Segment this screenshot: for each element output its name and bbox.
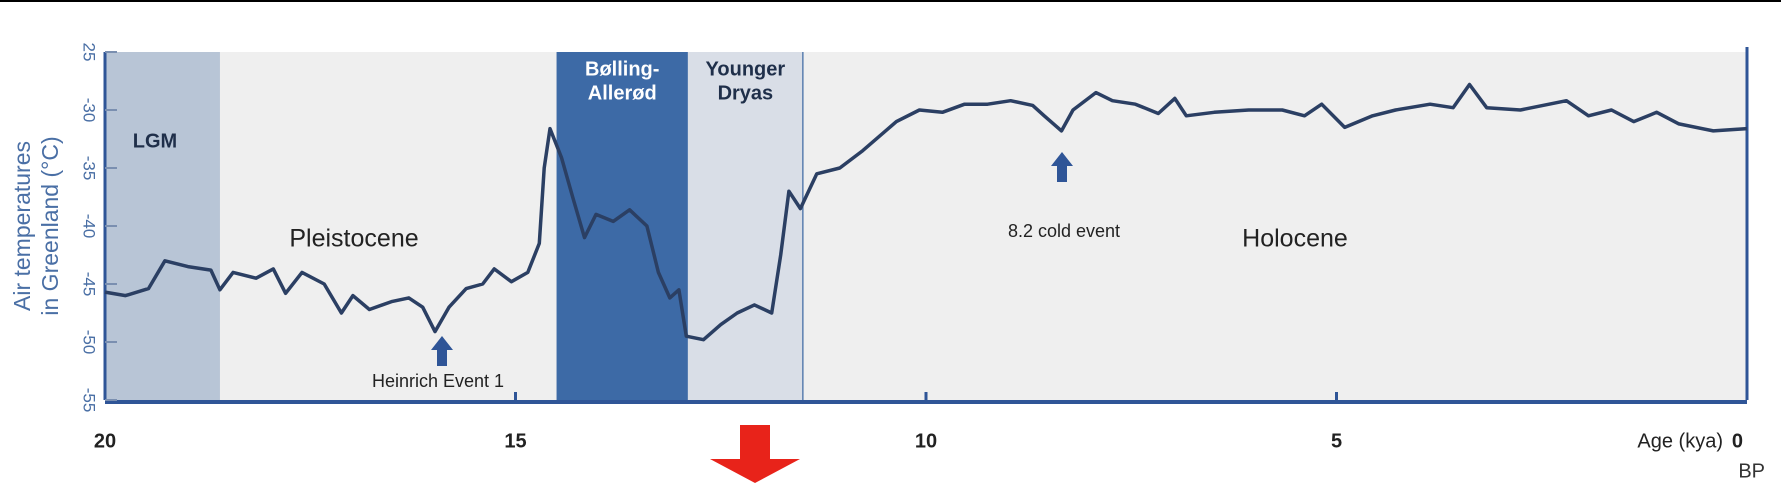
- period-label: Dryas: [718, 82, 774, 104]
- temperature-line: [104, 82, 1748, 342]
- annotation: Holocene: [1242, 225, 1348, 253]
- y-axis-label: Air temperatures: [9, 141, 35, 311]
- y-axis-label: in Greenland (°C): [37, 136, 63, 315]
- y-tick-label: -55: [80, 388, 99, 413]
- y-tick-label: -35: [80, 156, 99, 181]
- red-arrow: [710, 425, 800, 483]
- x-unit-note: BP: [1738, 460, 1765, 482]
- period-band: [556, 52, 688, 400]
- annotation: 8.2 cold event: [1008, 221, 1120, 241]
- x-tick-label: 0: [1732, 430, 1743, 452]
- y-tick-label: -40: [80, 214, 99, 239]
- y-tick-label: -50: [80, 330, 99, 355]
- y-tick-label: -45: [80, 272, 99, 297]
- y-tick-label: -30: [80, 98, 99, 123]
- period-label: Bølling-: [585, 58, 659, 80]
- period-label: LGM: [133, 130, 177, 152]
- x-axis-label: Age (kya): [1637, 430, 1723, 452]
- x-tick-label: 10: [915, 430, 937, 452]
- period-band: [105, 52, 220, 400]
- event-arrow: [431, 336, 453, 366]
- period-label: Younger: [706, 58, 786, 80]
- x-tick-label: 5: [1331, 430, 1342, 452]
- event-arrow: [1051, 152, 1073, 182]
- annotation: Pleistocene: [289, 225, 418, 253]
- period-label: Allerød: [588, 82, 657, 104]
- annotation: Heinrich Event 1: [372, 371, 504, 391]
- y-tick-label: 25: [80, 43, 99, 62]
- x-tick-label: 15: [504, 430, 526, 452]
- x-tick-label: 20: [94, 430, 116, 452]
